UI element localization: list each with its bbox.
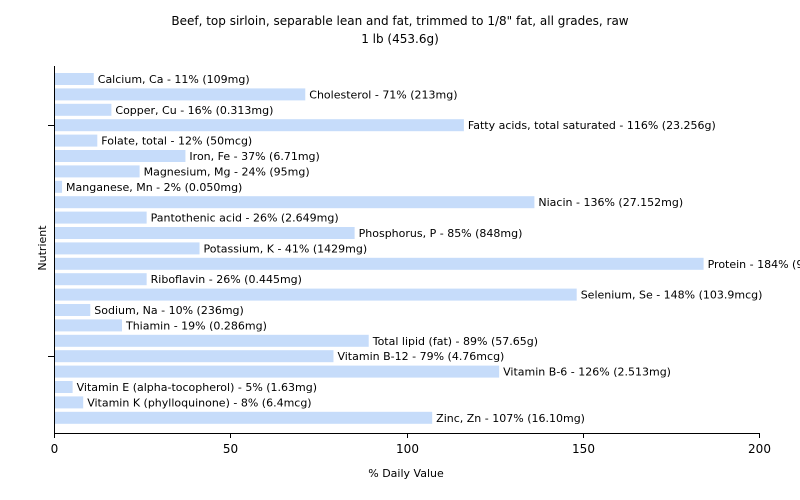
chart-subtitle: 1 lb (453.6g)	[361, 32, 439, 46]
x-tick-label: 50	[223, 442, 238, 456]
bar-labels: Calcium, Ca - 11% (109mg) Cholesterol - 7…	[66, 73, 800, 425]
bar	[55, 411, 433, 424]
bar	[55, 381, 73, 393]
bar	[55, 196, 535, 209]
bar-label: Manganese, Mn - 2% (0.050mg)	[66, 181, 242, 194]
bar	[55, 350, 334, 363]
bar-label: Iron, Fe - 37% (6.71mg)	[189, 150, 319, 163]
bar-label: Niacin - 136% (27.152mg)	[538, 196, 683, 209]
bar	[55, 273, 147, 286]
bar	[55, 319, 122, 332]
bar	[55, 165, 140, 178]
bar-label: Fatty acids, total saturated - 116% (23.…	[468, 119, 716, 132]
bar	[55, 304, 91, 316]
bar-label: Calcium, Ca - 11% (109mg)	[98, 73, 250, 86]
bar-label: Riboflavin - 26% (0.445mg)	[151, 273, 302, 286]
bar	[55, 180, 63, 193]
bar-label: Phosphorus, P - 85% (848mg)	[359, 227, 523, 240]
bar-label: Vitamin B-6 - 126% (2.513mg)	[503, 366, 671, 379]
bar-label: Protein - 184% (92.08g)	[708, 258, 800, 271]
y-axis-label: Nutrient	[36, 225, 49, 271]
bar	[55, 365, 500, 378]
x-tick-label: 200	[748, 442, 771, 456]
bar	[55, 257, 704, 270]
bar-label: Folate, total - 12% (50mcg)	[101, 135, 252, 148]
bar-label: Vitamin E (alpha-tocopherol) - 5% (1.63m…	[77, 381, 317, 394]
bar-label: Copper, Cu - 16% (0.313mg)	[115, 104, 273, 117]
x-axis-label: % Daily Value	[368, 467, 444, 480]
bar	[55, 334, 369, 347]
bar	[55, 150, 186, 162]
x-tick-label: 0	[51, 442, 59, 456]
bar	[55, 288, 577, 301]
bar-label: Vitamin B-12 - 79% (4.76mcg)	[337, 350, 504, 363]
chart-title: Beef, top sirloin, separable lean and fa…	[171, 14, 629, 28]
bar	[55, 73, 94, 85]
bar-label: Potassium, K - 41% (1429mg)	[204, 242, 368, 255]
y-axis-ticks	[48, 125, 54, 357]
bar-label: Vitamin K (phylloquinone) - 8% (6.4mcg)	[87, 396, 311, 409]
bar	[55, 211, 147, 224]
bar	[55, 242, 200, 255]
bar-label: Selenium, Se - 148% (103.9mcg)	[581, 289, 763, 302]
bar-label: Cholesterol - 71% (213mg)	[309, 88, 457, 101]
bar-label: Thiamin - 19% (0.286mg)	[125, 319, 267, 332]
bar-label: Magnesium, Mg - 24% (95mg)	[144, 165, 310, 178]
bar-label: Pantothenic acid - 26% (2.649mg)	[151, 212, 339, 225]
bar-label: Zinc, Zn - 107% (16.10mg)	[436, 412, 585, 425]
bars	[55, 73, 704, 424]
bar	[55, 227, 355, 239]
bar-label: Sodium, Na - 10% (236mg)	[94, 304, 244, 317]
bar	[55, 103, 112, 116]
bar-label: Total lipid (fat) - 89% (57.65g)	[372, 335, 538, 348]
bar	[55, 134, 98, 147]
x-axis-ticks: 0 50 100 150 200	[51, 433, 771, 456]
bar	[55, 396, 84, 409]
bar	[55, 88, 306, 101]
bar	[55, 119, 464, 132]
x-tick-label: 100	[396, 442, 419, 456]
x-tick-label: 150	[572, 442, 595, 456]
